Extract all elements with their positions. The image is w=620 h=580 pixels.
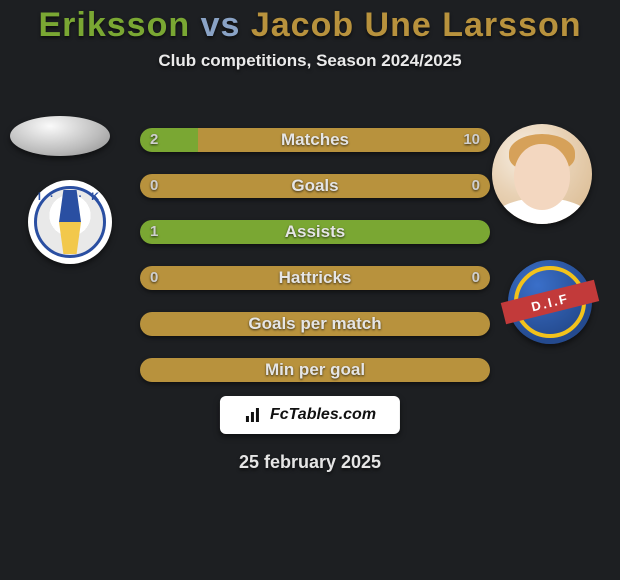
bar-row: Goals per match: [140, 312, 490, 336]
bar-label: Min per goal: [140, 358, 490, 382]
bar-value-left: 2: [140, 128, 168, 152]
title-right-name: Jacob Une Larsson: [251, 6, 582, 44]
player-photo-left: [10, 116, 110, 156]
brand-chip: FcTables.com: [220, 396, 400, 434]
bar-value-left: 1: [140, 220, 168, 244]
bar-row: Matches2 10: [140, 128, 490, 152]
subtitle: Club competitions, Season 2024/2025: [0, 51, 620, 71]
title-left-name: Eriksson: [38, 6, 190, 44]
bar-value-left: 0: [140, 174, 168, 198]
bar-value-right: 0: [462, 174, 490, 198]
club-badge-right: D.I.F: [508, 260, 592, 344]
chart-icon: [244, 406, 262, 424]
page-title: Eriksson vs Jacob Une Larsson: [0, 0, 620, 45]
club-badge-left: I · F · K: [28, 180, 112, 264]
comparison-bars: Matches210Goals00Assists1Hattricks00Goal…: [140, 128, 490, 404]
bar-row: Min per goal: [140, 358, 490, 382]
bar-value-left: 0: [140, 266, 168, 290]
bar-row: Hattricks0 0: [140, 266, 490, 290]
bar-row: Assists1: [140, 220, 490, 244]
bar-value-right: 10: [453, 128, 490, 152]
footer-date: 25 february 2025: [0, 452, 620, 473]
brand-text: FcTables.com: [270, 406, 376, 424]
bar-label: Assists: [140, 220, 490, 244]
player-photo-right: [492, 124, 592, 224]
bar-label: Goals per match: [140, 312, 490, 336]
bar-label: Hattricks: [140, 266, 490, 290]
title-vs: vs: [201, 6, 241, 44]
bar-value-right: 0: [462, 266, 490, 290]
bar-label: Goals: [140, 174, 490, 198]
bar-label: Matches: [140, 128, 490, 152]
bar-row: Goals0 0: [140, 174, 490, 198]
